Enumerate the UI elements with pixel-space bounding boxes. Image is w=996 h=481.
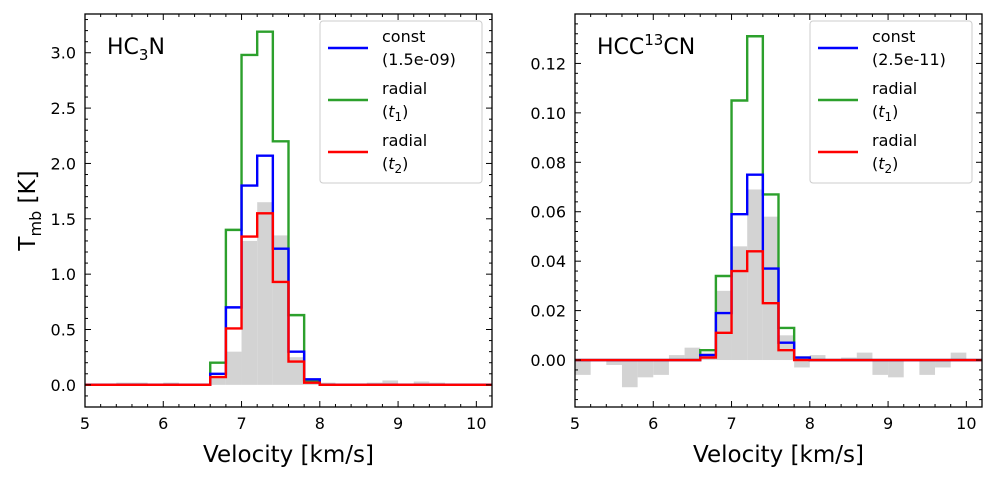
- observed-bar: [210, 376, 226, 385]
- y-tick-label: 0.08: [530, 153, 566, 172]
- legend: const (1.5e-09) radial (t1) radial (t2): [319, 20, 483, 184]
- x-tick-label: 10: [466, 414, 486, 433]
- plot-area: [85, 30, 492, 387]
- y-tick-label: 0.12: [530, 54, 566, 73]
- observed-bar: [919, 360, 936, 375]
- observed-bar: [413, 381, 430, 385]
- y-tick-label: 2.0: [51, 154, 76, 173]
- observed-bar: [637, 360, 654, 378]
- legend-label: radial: [382, 131, 427, 150]
- y-axis-label: Tmb [K]: [15, 170, 45, 251]
- observed-bar: [809, 355, 826, 361]
- x-axis-label: Velocity [km/s]: [693, 442, 864, 468]
- observed-bar: [731, 246, 748, 361]
- legend-label: (t2): [872, 154, 898, 176]
- legend-label: radial: [872, 79, 917, 98]
- observed-bar: [668, 355, 685, 361]
- y-tick-label: 0.06: [530, 203, 566, 222]
- legend-label: (t1): [872, 102, 898, 124]
- observed-bar: [747, 189, 763, 361]
- y-tick-label: 2.5: [51, 99, 76, 118]
- legend-label: (2.5e-11): [872, 50, 946, 69]
- observed-bar: [935, 360, 951, 368]
- y-tick-label: 0.04: [530, 252, 566, 271]
- x-tick-label: 9: [883, 414, 893, 433]
- observed-bar: [606, 360, 622, 365]
- legend-label: const: [382, 27, 425, 46]
- observed-bar: [700, 352, 716, 361]
- x-tick-label: 7: [726, 414, 736, 433]
- legend-label: (1.5e-09): [382, 50, 456, 69]
- observed-bar: [950, 352, 967, 361]
- observed-bar: [575, 360, 591, 375]
- observed-bar: [856, 352, 873, 361]
- y-tick-label: 0.0: [51, 376, 76, 395]
- observed-bar: [621, 360, 638, 388]
- panel-1: 5 6 7 8 9 10 0.0 0.5 1.0 1.5 2.0 2.5 3.0 Velocity [km…: [15, 13, 493, 468]
- x-tick-label: 10: [956, 414, 976, 433]
- observed-bar: [257, 202, 273, 385]
- y-tick-label: 0.02: [530, 302, 566, 321]
- observed-bar: [715, 290, 732, 361]
- legend-label: (t1): [382, 102, 408, 124]
- x-axis-label: Velocity [km/s]: [203, 442, 374, 468]
- legend-label: (t2): [382, 154, 408, 176]
- observed-bar: [888, 360, 904, 378]
- x-tick-label: 8: [805, 414, 815, 433]
- legend-label: radial: [382, 79, 427, 98]
- x-tick-label: 8: [315, 414, 325, 433]
- legend-label: const: [872, 27, 915, 46]
- y-tick-label: 0.00: [530, 351, 566, 370]
- observed-bar: [653, 360, 669, 375]
- observed-bar: [684, 347, 701, 361]
- series-line-radial-t2-: [575, 250, 982, 362]
- x-tick-label: 6: [158, 414, 168, 433]
- y-tick-label: 0.5: [51, 321, 76, 340]
- observed-bar: [762, 216, 779, 361]
- observed-bar: [794, 360, 810, 368]
- y-tick-label: 1.5: [51, 210, 76, 229]
- legend: const (2.5e-11) radial (t1) radial (t2): [809, 20, 973, 184]
- y-tick-label: 3.0: [51, 44, 76, 63]
- observed-bar: [841, 357, 857, 361]
- legend-box: [809, 20, 973, 184]
- x-tick-label: 5: [570, 414, 580, 433]
- x-tick-label: 5: [80, 414, 90, 433]
- observed-bar: [272, 235, 289, 385]
- observed-bar: [288, 357, 305, 385]
- panel-title: HCC13CN: [597, 31, 695, 60]
- panel-2: 5 6 7 8 9 10 0.00 0.02 0.04 0.06 0.08 0.10 0.12 Veloc…: [530, 13, 983, 468]
- x-tick-label: 6: [648, 414, 658, 433]
- y-tick-label: 0.10: [530, 104, 566, 123]
- observed-bar: [225, 351, 242, 385]
- observed-bar: [872, 360, 889, 375]
- observed-bar: [382, 380, 399, 385]
- legend-label: radial: [872, 131, 917, 150]
- observed-bar: [778, 335, 795, 361]
- observed-bar: [241, 240, 258, 385]
- x-tick-label: 9: [393, 414, 403, 433]
- legend-box: [319, 20, 483, 184]
- x-tick-label: 7: [236, 414, 246, 433]
- series-line-radial-t2-: [85, 212, 492, 387]
- panel-title: HC3N: [107, 35, 165, 64]
- y-tick-label: 1.0: [51, 265, 76, 284]
- plot-area: [575, 35, 982, 388]
